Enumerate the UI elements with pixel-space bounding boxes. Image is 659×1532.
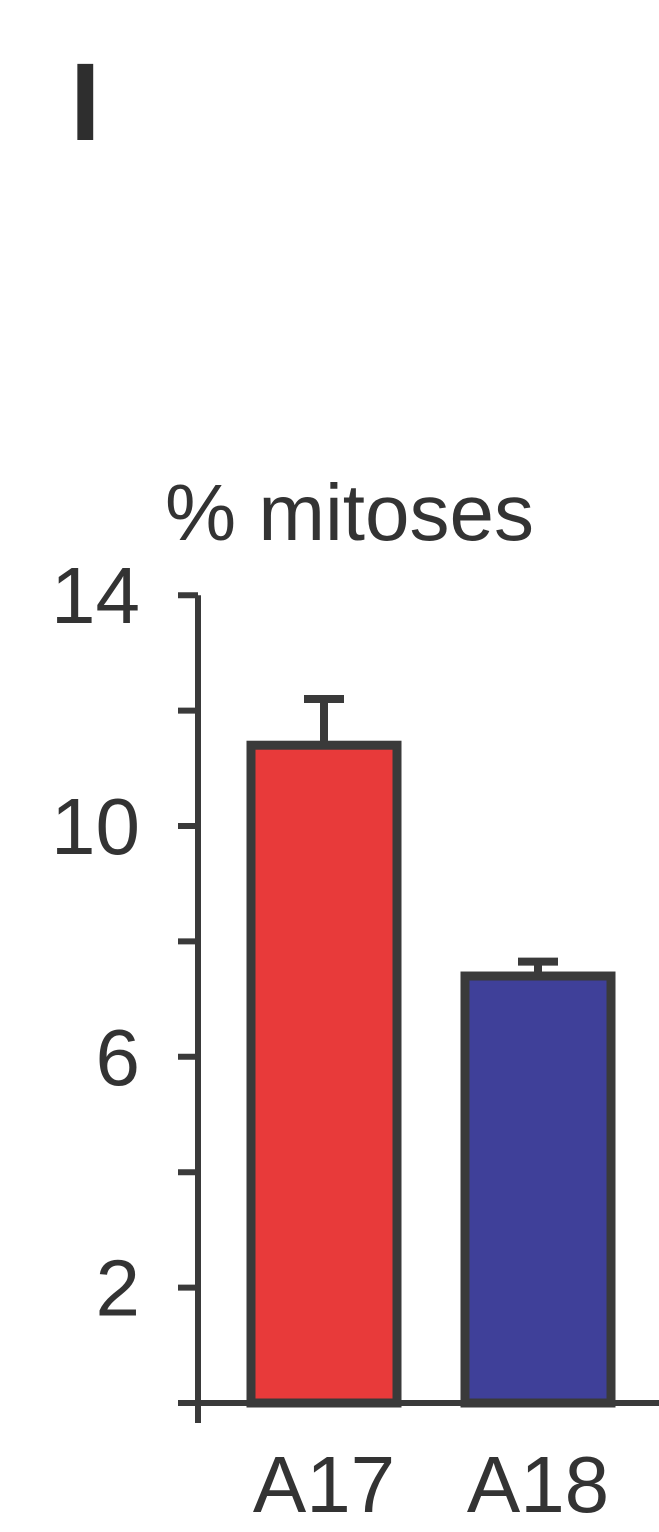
panel-label: I	[70, 41, 101, 164]
category-label-a17: A17	[253, 1440, 395, 1529]
category-label-a18: A18	[467, 1440, 609, 1529]
bar-a17	[246, 740, 402, 1408]
category-labels: A17 A18	[253, 1440, 609, 1529]
y-axis: 2 6 10 14	[51, 551, 201, 1423]
y-tick-label: 10	[51, 782, 140, 871]
y-tick-label: 14	[51, 551, 140, 640]
bars	[246, 695, 616, 1408]
y-axis-unit-label: % mitoses	[165, 468, 534, 557]
bar-a18	[460, 971, 616, 1408]
y-tick-label: 2	[96, 1244, 141, 1333]
y-tick-label: 6	[96, 1013, 141, 1102]
